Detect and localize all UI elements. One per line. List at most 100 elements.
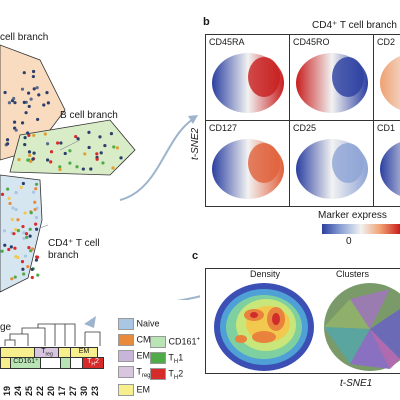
cluster-number-row: 19 24 25 22 20 17 27 30 23 xyxy=(0,372,110,400)
cell-dot xyxy=(26,131,30,135)
cell-dot xyxy=(31,190,36,194)
marker-tile-6: CD1 xyxy=(373,120,400,207)
cell-dot xyxy=(95,152,99,156)
cell-dot xyxy=(7,196,11,200)
cell-dot xyxy=(23,136,27,140)
lineage-strip: Treg EM CD161⁺ TH2 xyxy=(0,347,105,371)
marker-tile-label: CD45RA xyxy=(209,37,245,47)
cell-dot xyxy=(26,265,30,269)
density-panel: Density xyxy=(205,268,322,374)
cell-dot xyxy=(21,181,25,186)
cell-dot xyxy=(42,103,46,107)
cell-dot xyxy=(112,145,116,149)
cell-dot xyxy=(58,167,62,172)
cell-dot xyxy=(46,101,50,105)
cell-dot xyxy=(33,200,37,204)
legend-emra: EMRA xyxy=(118,350,163,362)
cell-dot xyxy=(0,249,4,253)
legend-th1: TH1 xyxy=(150,352,183,365)
cell-dot xyxy=(83,152,87,156)
cell-dot xyxy=(29,159,33,164)
cell-dot xyxy=(68,149,72,153)
strip-blank xyxy=(40,357,62,369)
cell-dot xyxy=(35,86,39,90)
cell-dot xyxy=(24,232,29,236)
cell-dot xyxy=(11,206,15,210)
panel-b-y-axis: t-SNE2 xyxy=(190,127,201,160)
cell-dot xyxy=(14,255,18,259)
colorbar xyxy=(322,224,400,234)
marker-tile-label: CD45RO xyxy=(293,37,330,47)
cell-dot xyxy=(5,142,10,146)
marker-tile-2: CD45RO xyxy=(289,34,374,121)
cell-dot xyxy=(87,145,91,150)
b-branch-dots xyxy=(17,130,123,172)
cell-dot xyxy=(14,128,18,132)
cell-dot xyxy=(34,258,39,262)
marker-tile-4: CD127 xyxy=(205,120,290,207)
density-plot xyxy=(214,283,314,371)
cell-dot xyxy=(21,224,25,229)
cell-dot xyxy=(32,151,36,155)
cell-dot xyxy=(76,137,80,141)
legend-cd161: CD161+ xyxy=(150,336,200,348)
cell-dot xyxy=(3,90,7,95)
cell-dot xyxy=(45,158,50,162)
cell-dot xyxy=(24,111,28,115)
cell-dot xyxy=(27,133,31,137)
cluster-number: 27 xyxy=(68,385,78,396)
cell-dot xyxy=(13,101,17,105)
cell-dot xyxy=(36,117,40,122)
cell-dot xyxy=(23,254,28,258)
cd4-branch-label-2: branch xyxy=(48,250,79,261)
cell-dot xyxy=(28,153,32,158)
cell-dot xyxy=(2,229,7,233)
cell-dot xyxy=(34,187,38,191)
marker-tile-5: CD25 xyxy=(289,120,374,207)
cell-dot xyxy=(58,165,62,169)
strip-treg: Treg xyxy=(34,347,60,359)
panel-c-letter: c xyxy=(192,250,199,262)
cell-dot xyxy=(81,167,85,171)
cell-dot xyxy=(29,97,33,101)
cell-dot xyxy=(22,71,26,75)
b-cell-branch-region xyxy=(9,119,136,176)
cell-dot xyxy=(34,215,38,220)
cell-dot xyxy=(20,87,25,91)
cell-dot xyxy=(20,260,25,264)
cd4-branch-dots xyxy=(0,181,40,281)
cell-dot xyxy=(22,100,26,104)
legend-em: EM xyxy=(118,384,150,396)
clusters-panel: Clusters xyxy=(320,268,400,374)
cell-dot xyxy=(27,91,31,95)
cell-dot xyxy=(43,132,47,136)
arrowhead-lineage xyxy=(84,316,96,328)
panel-c-x-axis: t-SNE1 xyxy=(340,378,373,389)
cell-dot xyxy=(119,156,123,160)
cell-dot xyxy=(7,247,11,252)
marker-tile-1: CD45RA xyxy=(205,34,290,121)
cell-dot xyxy=(12,232,16,236)
panel-a-branch-plot xyxy=(0,44,200,300)
cell-dot xyxy=(21,267,25,271)
cd4-branch-region xyxy=(0,174,43,293)
cell-dot xyxy=(8,201,12,206)
cell-dot xyxy=(27,246,31,250)
cell-dot xyxy=(28,234,32,238)
cell-dot xyxy=(32,87,36,91)
lineage-tree xyxy=(4,323,101,346)
cell-dot xyxy=(34,182,39,186)
cluster-number: 24 xyxy=(13,385,23,396)
cd4-branch-label-1: CD4⁺ T cell xyxy=(48,238,100,249)
cell-dot xyxy=(13,246,17,250)
b-cell-branch-label: B cell branch xyxy=(60,110,118,121)
cell-dot xyxy=(30,247,35,251)
cell-dot xyxy=(68,161,72,165)
marker-tile-3: CD2 xyxy=(373,34,400,121)
top-branch-dots xyxy=(3,69,50,147)
colorbar-title: Marker express xyxy=(318,210,387,221)
cell-dot xyxy=(20,121,25,125)
cell-dot xyxy=(59,141,63,145)
cell-dot xyxy=(22,272,26,276)
cell-dot xyxy=(9,245,13,249)
